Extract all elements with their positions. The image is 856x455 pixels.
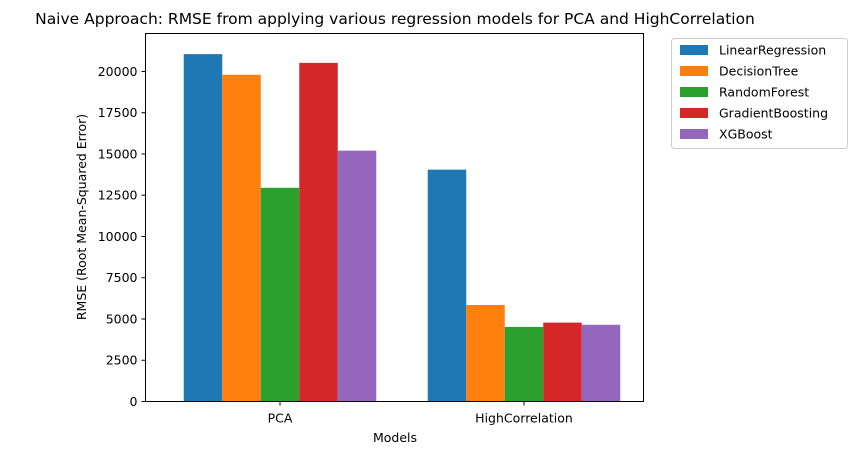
y-tick-label: 12500: [98, 188, 138, 203]
bars-group: [183, 54, 621, 402]
y-tick-label: 0: [130, 394, 138, 409]
legend: LinearRegression DecisionTree RandomForest…: [671, 38, 848, 149]
y-tick-label: 2500: [106, 353, 138, 368]
y-axis-label: RMSE (Root Mean-Squared Error): [74, 114, 89, 320]
y-tick-label: 10000: [98, 229, 138, 244]
y-tick-label: 17500: [98, 105, 138, 120]
bar-randomforest-pca: [260, 187, 300, 402]
x-axis-label: Models: [373, 430, 417, 445]
legend-label-linearregression: LinearRegression: [719, 43, 826, 58]
legend-label-gradientboosting: GradientBoosting: [719, 106, 828, 121]
bar-linearregression-pca: [183, 54, 223, 402]
legend-swatch-linearregression: [680, 45, 708, 55]
legend-swatch-randomforest: [680, 87, 708, 97]
legend-frame: [671, 38, 848, 149]
bar-decisiontree-highcorrelation: [466, 304, 505, 402]
legend-swatch-gradientboosting: [680, 108, 708, 118]
bar-xgboost-pca: [337, 150, 377, 402]
bar-linearregression-highcorrelation: [427, 169, 467, 402]
bar-gradientboosting-pca: [299, 62, 338, 402]
bar-gradientboosting-highcorrelation: [543, 322, 582, 402]
y-tick-label: 7500: [106, 270, 138, 285]
legend-label-randomforest: RandomForest: [719, 85, 809, 100]
bar-decisiontree-pca: [222, 74, 261, 402]
x-tick-label: HighCorrelation: [475, 411, 573, 426]
bar-xgboost-highcorrelation: [581, 324, 621, 402]
legend-swatch-decisiontree: [680, 66, 708, 76]
x-tick-label: PCA: [268, 411, 293, 426]
legend-swatch-xgboost: [680, 129, 708, 139]
y-tick-label: 15000: [98, 146, 138, 161]
legend-label-xgboost: XGBoost: [719, 127, 773, 142]
plot-frame: [145, 33, 644, 402]
y-tick-label: 20000: [98, 64, 138, 79]
bar-randomforest-highcorrelation: [504, 326, 544, 402]
chart-title: Naive Approach: RMSE from applying vario…: [35, 10, 755, 28]
y-axis: 0 2500 5000 7500 10000 12500 15000 17500 20000: [98, 64, 146, 409]
x-axis: PCA HighCorrelation: [268, 401, 573, 426]
y-tick-label: 5000: [106, 311, 138, 326]
legend-label-decisiontree: DecisionTree: [719, 64, 799, 79]
